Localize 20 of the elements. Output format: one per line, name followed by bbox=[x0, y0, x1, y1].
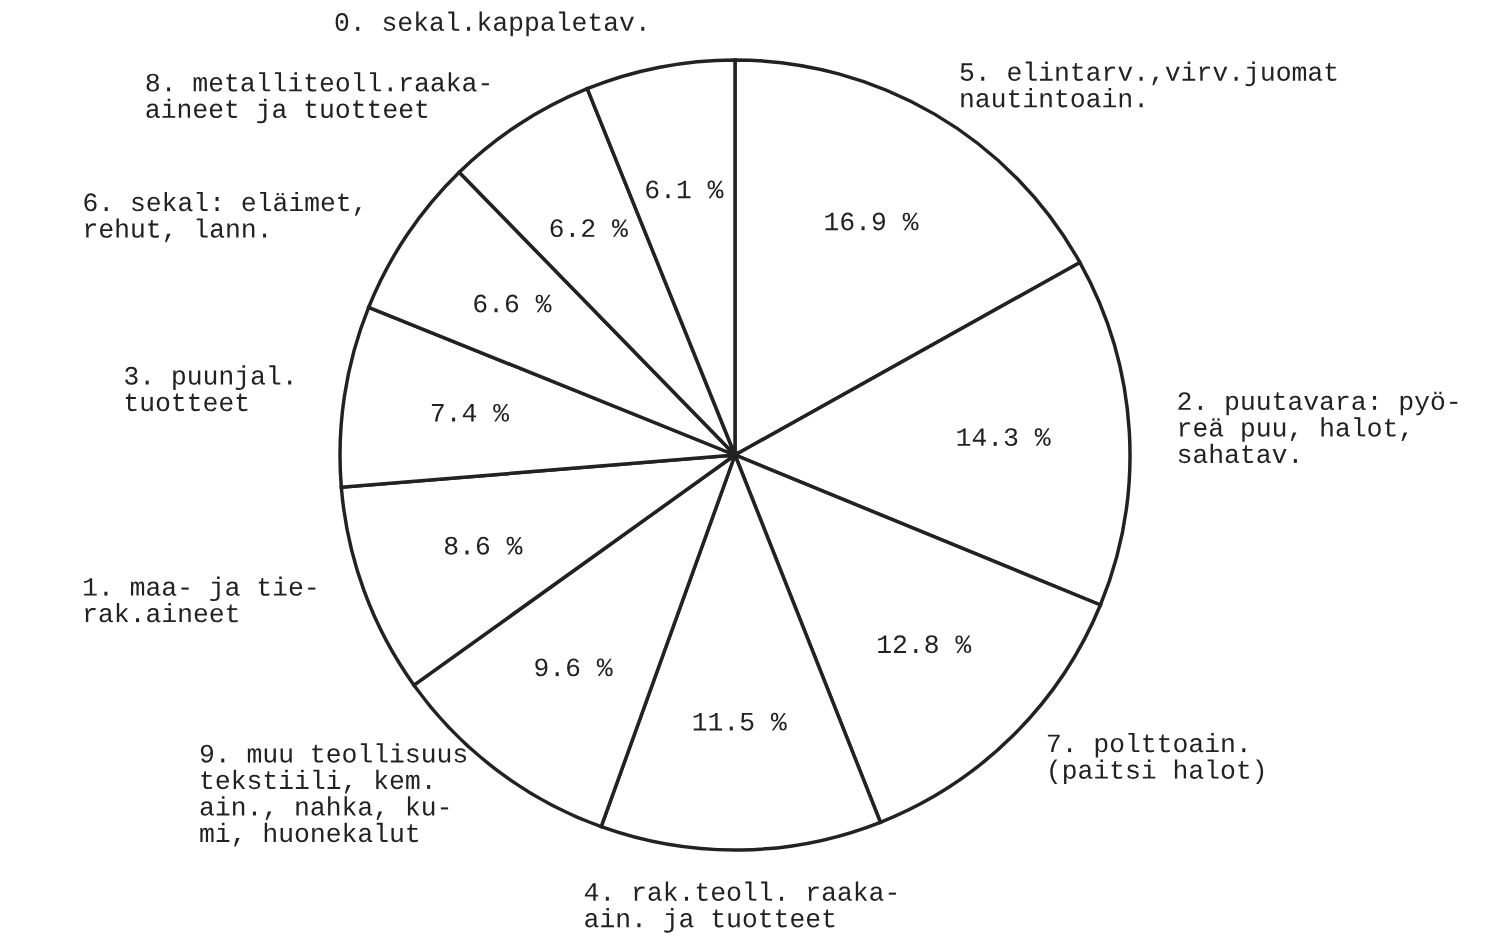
slice-label: 8. metalliteoll.raaka- aineet ja tuotteet bbox=[146, 72, 489, 124]
data-label: 14.3 % bbox=[957, 428, 1051, 447]
data-label: 6.1 % bbox=[646, 180, 724, 199]
slice-label: 0. sekal.kappaletav. bbox=[335, 11, 645, 37]
slice-label: 9. muu teollisuus tekstiili, kem. ain., nahka, ku- mi, huonekalut bbox=[200, 743, 467, 847]
data-label: 7.4 % bbox=[431, 403, 510, 422]
data-label: 16.9 % bbox=[825, 212, 919, 231]
data-label: 8.6 % bbox=[444, 536, 523, 555]
slice-label: 6. sekal: eläimet, rehut, lann. bbox=[84, 191, 361, 243]
data-label: 11.5 % bbox=[693, 712, 787, 731]
data-label: 12.8 % bbox=[878, 635, 972, 654]
slice-label: 3. puunjal. tuotteet bbox=[125, 365, 292, 412]
slice-label: 7. polttoain. (paitsi halot) bbox=[1047, 732, 1264, 785]
slice-label: 1. maa- ja tie- rak.aineet bbox=[84, 576, 316, 623]
slice-label: 4. rak.teoll. raaka- ain. ja tuotteet bbox=[584, 881, 896, 933]
data-label: 9.6 % bbox=[535, 658, 613, 677]
data-label: 6.2 % bbox=[550, 219, 628, 238]
slice-label: 2. puutavara: pyö- reä puu, halot, sahatav. bbox=[1178, 391, 1458, 464]
data-label: 6.6 % bbox=[474, 294, 552, 313]
slice-label: 5. elintarv.,virv.juomat nautintoain. bbox=[960, 61, 1337, 108]
